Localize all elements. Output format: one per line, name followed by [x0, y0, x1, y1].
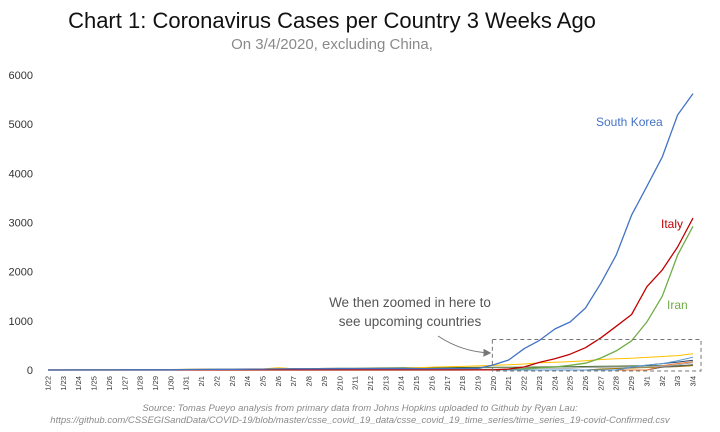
x-tick-label: 2/25: [566, 376, 575, 391]
y-tick-label: 6000: [9, 70, 33, 82]
x-tick-label: 1/26: [105, 376, 114, 391]
x-tick-label: 2/5: [259, 376, 268, 386]
x-tick-label: 2/22: [520, 376, 529, 391]
chart-subtitle: On 3/4/2020, excluding China,: [231, 36, 433, 53]
series-label-iran: Iran: [667, 298, 688, 312]
x-tick-label: 2/3: [228, 376, 237, 386]
x-tick-label: 2/11: [351, 376, 360, 390]
source-line-1: Source: Tomas Pueyo analysis from primar…: [142, 403, 578, 414]
x-tick-label: 3/4: [689, 376, 698, 386]
y-axis-ticks: 0 1000 2000 3000 4000 5000 6000: [9, 70, 33, 377]
x-tick-label: 2/15: [412, 376, 421, 391]
x-tick-label: 3/1: [642, 376, 651, 386]
x-tick-label: 1/23: [59, 376, 68, 391]
x-tick-label: 1/30: [166, 376, 175, 391]
source-line-2: https://github.com/CSSEGISandData/COVID-…: [50, 415, 670, 426]
x-tick-label: 2/12: [366, 376, 375, 391]
x-tick-label: 2/28: [612, 376, 621, 391]
x-tick-label: 2/27: [596, 376, 605, 391]
series-lines: [47, 93, 694, 371]
x-axis-ticks: 1/22 1/23 1/24 1/25 1/26 1/27 1/28 1/29 1/30 1/31…: [44, 376, 698, 391]
x-tick-label: 1/31: [182, 376, 191, 391]
x-tick-label: 3/2: [658, 376, 667, 386]
series-label-italy: Italy: [661, 217, 683, 231]
x-tick-label: 2/20: [489, 376, 498, 391]
x-tick-label: 2/18: [458, 376, 467, 391]
x-tick-label: 2/1: [197, 376, 206, 386]
x-tick-label: 2/9: [320, 376, 329, 386]
y-tick-label: 5000: [9, 119, 33, 131]
x-tick-label: 2/26: [581, 376, 590, 391]
x-tick-label: 1/22: [44, 376, 53, 391]
annotation: We then zoomed in here to see upcoming co…: [329, 295, 702, 372]
x-tick-label: 1/24: [74, 376, 83, 391]
x-tick-label: 2/2: [212, 376, 221, 386]
x-tick-label: 2/14: [397, 376, 406, 391]
y-tick-label: 3000: [9, 218, 33, 230]
x-tick-label: 2/6: [274, 376, 283, 386]
y-tick-label: 0: [27, 365, 33, 377]
x-tick-label: 1/28: [136, 376, 145, 391]
y-tick-label: 2000: [9, 267, 33, 279]
x-tick-label: 2/23: [535, 376, 544, 391]
x-tick-label: 2/29: [627, 376, 636, 391]
x-tick-label: 2/24: [550, 376, 559, 391]
x-tick-label: 2/8: [305, 376, 314, 386]
x-tick-label: 2/19: [474, 376, 483, 391]
x-tick-label: 2/7: [289, 376, 298, 386]
series-line-south-korea: [48, 93, 694, 371]
x-tick-label: 2/13: [381, 376, 390, 391]
x-tick-label: 2/10: [335, 376, 344, 391]
source-note: Source: Tomas Pueyo analysis from primar…: [0, 403, 720, 427]
x-tick-label: 1/29: [151, 376, 160, 391]
x-tick-label: 1/27: [120, 376, 129, 391]
x-tick-label: 2/4: [243, 376, 252, 386]
series-label-south-korea: South Korea: [596, 115, 663, 129]
series-labels: South Korea Italy Iran: [596, 115, 688, 312]
zoom-region-box: [491, 339, 702, 372]
x-tick-label: 2/21: [504, 376, 513, 391]
y-tick-label: 1000: [9, 316, 33, 328]
x-tick-label: 3/3: [673, 376, 682, 386]
chart-title: Chart 1: Coronavirus Cases per Country 3…: [68, 8, 596, 33]
annotation-arrow: [437, 335, 492, 357]
x-tick-label: 1/25: [90, 376, 99, 391]
x-tick-label: 2/17: [443, 376, 452, 391]
x-tick-label: 2/16: [427, 376, 436, 391]
annotation-text-line: We then zoomed in here to: [329, 295, 491, 310]
y-tick-label: 4000: [9, 168, 33, 180]
annotation-text-line: see upcoming countries: [339, 314, 482, 329]
